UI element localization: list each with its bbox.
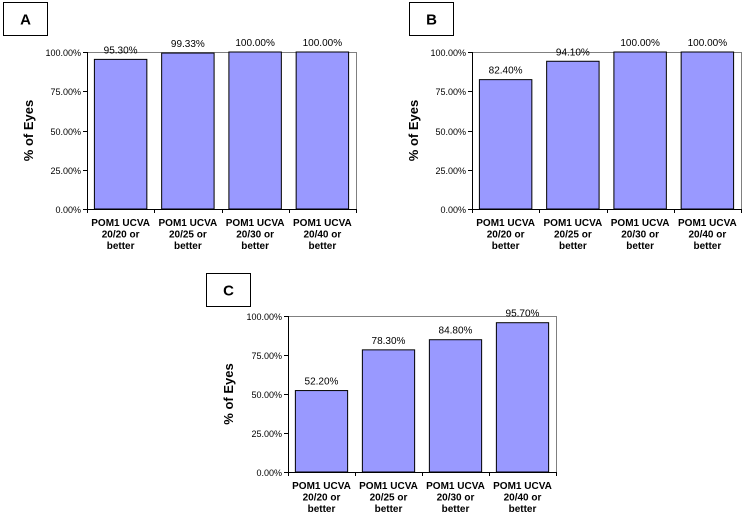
panel-c-category-label-2: better <box>375 504 403 514</box>
panel-b-category-label-3: better <box>626 241 654 252</box>
panel-c-label-box <box>206 273 251 307</box>
panel-a-label: A <box>20 12 31 29</box>
panel-b-ytick-label: 50.00% <box>435 127 466 137</box>
panel-a-category-label-2: 20/25 or <box>169 230 207 241</box>
panel-a-category-label-4: better <box>308 241 336 252</box>
panel-b-label: B <box>426 12 437 29</box>
panel-b-bar-4 <box>680 51 735 210</box>
panel-c-data-label-4: 95.70% <box>506 309 540 320</box>
panel-a-category-label-3: better <box>241 241 269 252</box>
panel-a-category-label-4: 20/40 or <box>303 230 341 241</box>
panel-b-ytick-label: 75.00% <box>435 87 466 97</box>
panel-b-category-label-1: better <box>492 241 520 252</box>
panel-a-category-label-2: better <box>174 241 202 252</box>
panel-a-bar-1 <box>93 58 148 210</box>
panel-c-category-label-2: 20/25 or <box>370 493 408 504</box>
panel-c-category-label-3: 20/30 or <box>437 493 475 504</box>
panel-a-ytick-label: 50.00% <box>50 127 81 137</box>
panel-a-ytick-label: 100.00% <box>45 48 81 58</box>
panel-b-category-label-3: 20/30 or <box>621 230 659 241</box>
panel-a-data-label-1: 95.30% <box>104 45 138 56</box>
panel-a-ytick-label: 25.00% <box>50 166 81 176</box>
panel-c-label: C <box>223 283 234 300</box>
panel-c-category-label-3: better <box>442 504 470 514</box>
panel-c-y-axis-title: % of Eyes <box>221 363 236 424</box>
panel-c-category-label-4: better <box>509 504 537 514</box>
panel-a-ytick-label: 75.00% <box>50 87 81 97</box>
panel-b-category-label-4: POM1 UCVA <box>678 218 737 229</box>
panel-c-category-label-1: better <box>308 504 336 514</box>
panel-a-data-label-4: 100.00% <box>303 38 343 49</box>
panel-b-category-label-4: 20/40 or <box>688 230 726 241</box>
panel-c-bar-2 <box>361 349 416 473</box>
panel-c-category-label-4: POM1 UCVA <box>493 481 552 492</box>
panel-a-data-label-2: 99.33% <box>171 39 205 50</box>
panel-b-bar-3 <box>613 51 667 210</box>
panel-a-bar-3 <box>228 51 282 210</box>
panel-b-data-label-4: 100.00% <box>688 38 728 49</box>
panel-b-category-label-1: 20/20 or <box>487 230 525 241</box>
panel-b-label-box <box>409 2 454 36</box>
panel-c-data-label-1: 52.20% <box>305 377 339 388</box>
panel-c-category-label-1: POM1 UCVA <box>292 481 351 492</box>
panel-a-y-axis-title: % of Eyes <box>21 100 36 161</box>
panel-c-ytick-label: 100.00% <box>246 312 282 322</box>
panel-b-y-axis-title: % of Eyes <box>406 100 421 161</box>
panel-c-category-label-3: POM1 UCVA <box>426 481 485 492</box>
panel-c-bar-4 <box>495 322 550 473</box>
panel-b-bar-2 <box>546 60 600 210</box>
panel-c-ytick-label: 75.00% <box>251 351 282 361</box>
panel-b-category-label-2: POM1 UCVA <box>544 218 603 229</box>
panel-c-ytick-label: 25.00% <box>251 429 282 439</box>
panel-c-data-label-3: 84.80% <box>439 326 473 337</box>
panel-a-label-box <box>3 2 48 36</box>
panel-b-bar-1 <box>478 79 533 210</box>
panel-c-ytick-label: 0.00% <box>256 468 282 478</box>
panel-a-ytick-label: 0.00% <box>55 205 81 215</box>
panel-b-data-label-2: 94.10% <box>556 47 590 58</box>
panel-a-category-label-2: POM1 UCVA <box>159 218 218 229</box>
panel-a-category-label-3: 20/30 or <box>236 230 274 241</box>
panel-b-ytick-label: 100.00% <box>430 48 466 58</box>
panel-a-bar-4 <box>295 51 350 210</box>
panel-b-category-label-1: POM1 UCVA <box>476 218 535 229</box>
panel-a-category-label-1: POM1 UCVA <box>91 218 150 229</box>
panel-b-ytick-label: 25.00% <box>435 166 466 176</box>
panel-b-data-label-3: 100.00% <box>620 38 660 49</box>
panel-a-category-label-1: better <box>107 241 135 252</box>
panel-c-data-label-2: 78.30% <box>372 336 406 347</box>
panel-a-category-label-4: POM1 UCVA <box>293 218 352 229</box>
panel-a-category-label-3: POM1 UCVA <box>226 218 285 229</box>
panel-b-category-label-4: better <box>693 241 721 252</box>
panel-b-category-label-2: 20/25 or <box>554 230 592 241</box>
panel-c-ytick-label: 50.00% <box>251 390 282 400</box>
panel-c-category-label-2: POM1 UCVA <box>359 481 418 492</box>
panel-c-bar-3 <box>428 339 483 473</box>
panel-a-bar-2 <box>161 52 215 210</box>
panel-a-data-label-3: 100.00% <box>235 38 275 49</box>
panel-b-category-label-3: POM1 UCVA <box>611 218 670 229</box>
panel-c-category-label-1: 20/20 or <box>303 493 341 504</box>
panel-c-category-label-4: 20/40 or <box>504 493 542 504</box>
panel-a-category-label-1: 20/20 or <box>102 230 140 241</box>
panel-c-bar-1 <box>294 390 349 473</box>
panel-b-ytick-label: 0.00% <box>440 205 466 215</box>
panel-b-category-label-2: better <box>559 241 587 252</box>
panel-b-data-label-1: 82.40% <box>489 66 523 77</box>
